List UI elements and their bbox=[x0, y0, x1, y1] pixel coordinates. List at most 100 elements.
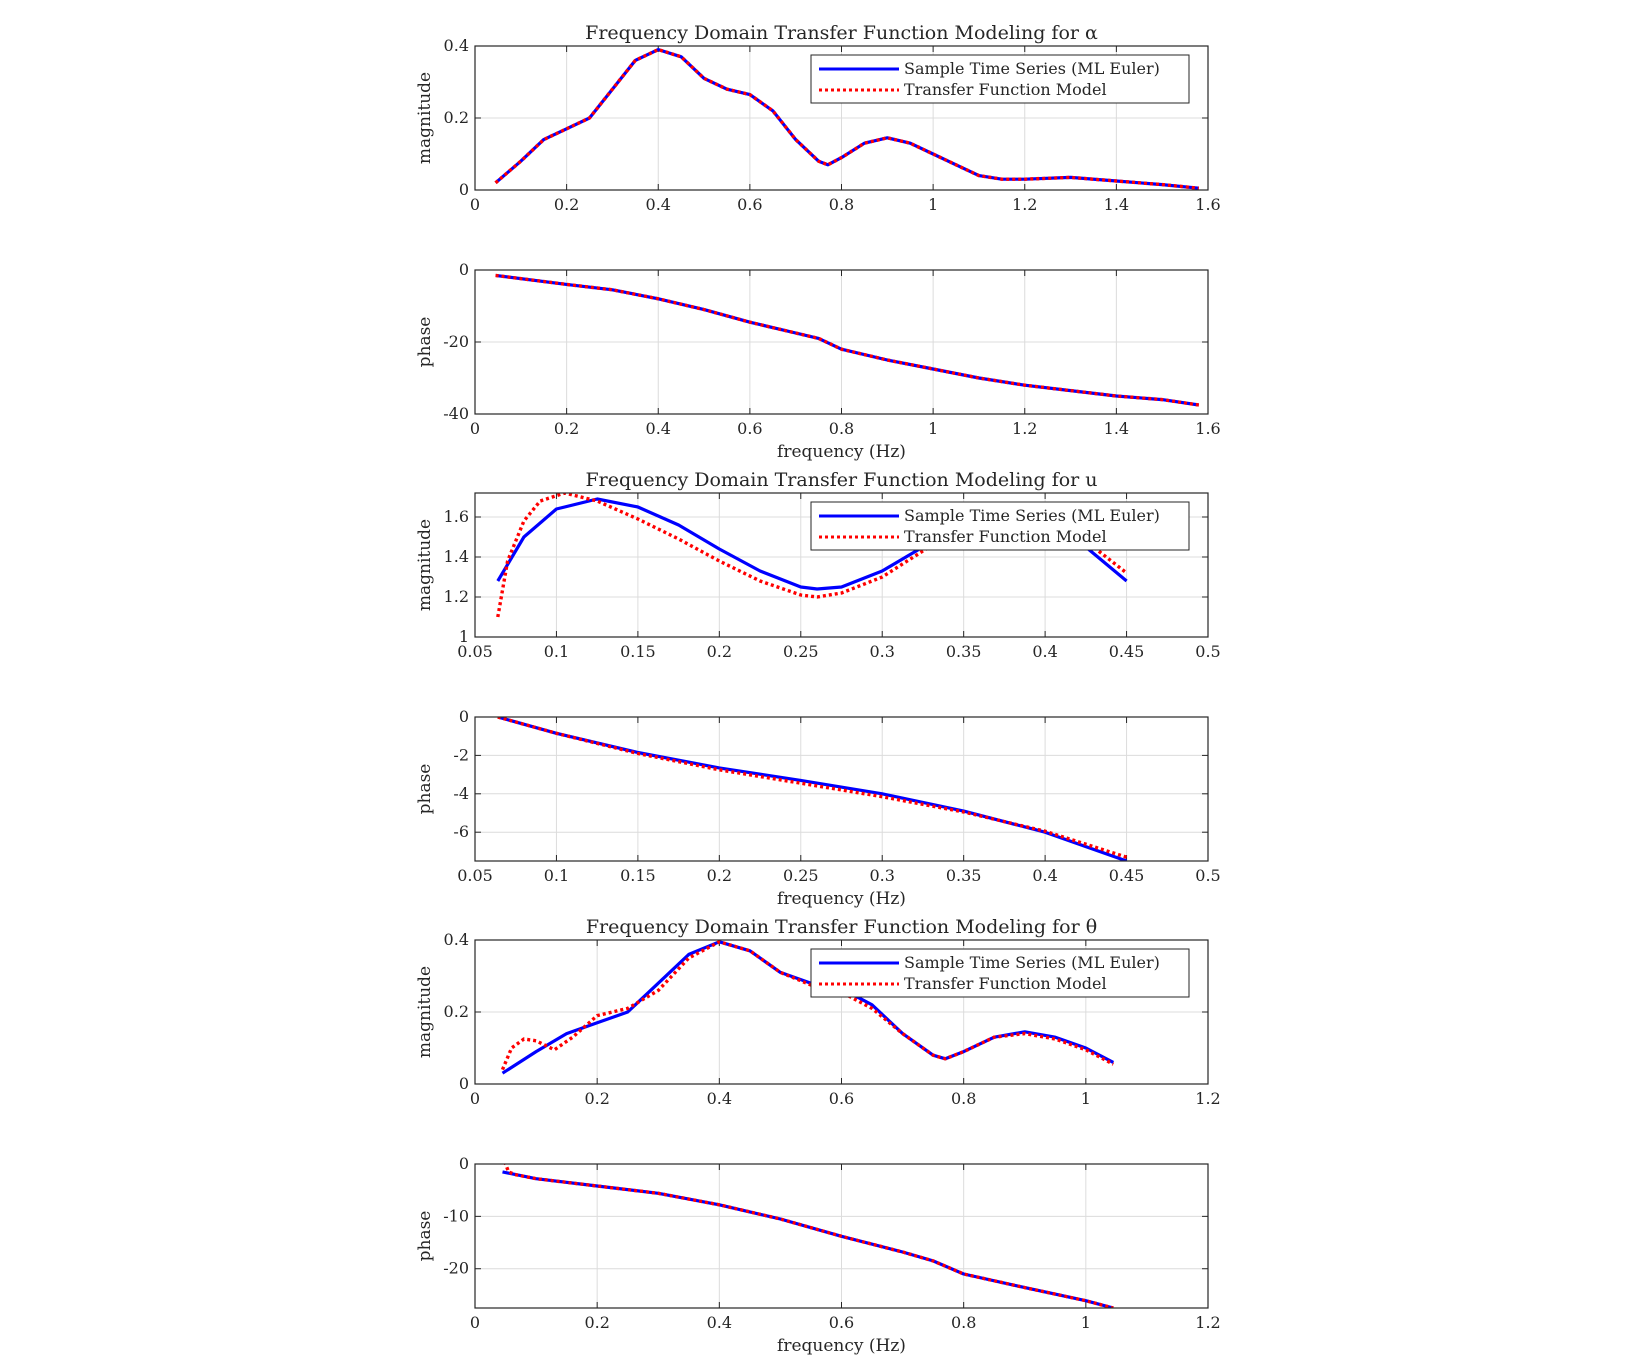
x-tick-label-0-2: 0.2 bbox=[707, 866, 732, 885]
y-tick-label-0-4: 0.4 bbox=[444, 930, 469, 949]
x-tick-label-0-1: 0.1 bbox=[544, 642, 569, 661]
x-tick-label-0-05: 0.05 bbox=[457, 866, 493, 885]
axes-frame bbox=[474, 716, 1209, 862]
x-tick-label-0-45: 0.45 bbox=[1109, 642, 1145, 661]
x-tick-label-0-8: 0.8 bbox=[829, 195, 854, 214]
x-tick-label-1: 1 bbox=[928, 195, 938, 214]
y-tick-label-0: 0 bbox=[459, 1154, 469, 1173]
x-tick-label-0-4: 0.4 bbox=[1032, 642, 1057, 661]
chart-title: Frequency Domain Transfer Function Model… bbox=[585, 22, 1098, 44]
x-tick-label-0-15: 0.15 bbox=[620, 642, 656, 661]
y-tick-label-0-2: 0.2 bbox=[444, 1002, 469, 1021]
x-tick-label-0-4: 0.4 bbox=[1032, 866, 1057, 885]
x-tick-label-0-5: 0.5 bbox=[1195, 642, 1220, 661]
chart-title: Frequency Domain Transfer Function Model… bbox=[586, 916, 1097, 938]
y-tick-label-0: 0 bbox=[459, 180, 469, 199]
x-tick-label-0-6: 0.6 bbox=[829, 1313, 854, 1332]
x-tick-label-0-15: 0.15 bbox=[620, 866, 656, 885]
subplot-4: 0.05 0.1 0.15 0.2 0.25 0.3 0.35 0.4 0.45 0.5 0 -2 -4… bbox=[415, 707, 1221, 909]
legend-entry-1: Sample Time Series (ML Euler) bbox=[904, 953, 1160, 972]
y-tick-label-0-2: 0.2 bbox=[444, 108, 469, 127]
x-tick-label-1-4: 1.4 bbox=[1104, 419, 1129, 438]
x-tick-label-0-8: 0.8 bbox=[951, 1089, 976, 1108]
x-tick-label-0-1: 0.1 bbox=[544, 866, 569, 885]
series-line-transfer-function-model bbox=[500, 940, 1115, 1071]
x-tick-label-1-4: 1.4 bbox=[1104, 195, 1129, 214]
x-tick-label-1: 1 bbox=[928, 419, 938, 438]
x-tick-label-0-25: 0.25 bbox=[783, 642, 819, 661]
legend-entry-1: Sample Time Series (ML Euler) bbox=[904, 59, 1160, 78]
y-tick-label-0: 0 bbox=[459, 707, 469, 726]
x-tick-label-0-6: 0.6 bbox=[737, 195, 762, 214]
y-axis-label: magnitude bbox=[415, 72, 435, 164]
series-line-transfer-function-model bbox=[494, 47, 1199, 190]
y-axis-label: phase bbox=[415, 317, 435, 368]
y-tick-label-1-4: 1.4 bbox=[444, 547, 469, 566]
series-line-transfer-function-model bbox=[495, 273, 1200, 407]
x-tick-label-1-2: 1.2 bbox=[1012, 195, 1037, 214]
y-tick-label-1-2: 1.2 bbox=[444, 587, 469, 606]
legend-box bbox=[810, 948, 1190, 998]
y-tick-label-0-4: 0.4 bbox=[444, 36, 469, 55]
x-tick-label-0: 0 bbox=[470, 195, 480, 214]
legend: Sample Time Series (ML Euler) Transfer Fu… bbox=[810, 948, 1190, 998]
y-tick-label-1-6: 1.6 bbox=[444, 507, 469, 526]
y-tick-label-6: -6 bbox=[453, 822, 469, 841]
axes-frame bbox=[474, 45, 1209, 191]
x-axis-label: frequency (Hz) bbox=[777, 1336, 906, 1356]
legend-entry-2: Transfer Function Model bbox=[904, 80, 1107, 99]
x-tick-label-0: 0 bbox=[470, 1313, 480, 1332]
legend-entry-2: Transfer Function Model bbox=[904, 527, 1107, 546]
subplot-6: 0 0.2 0.4 0.6 0.8 1 1.2 0 -10 -20 phase frequency (… bbox=[415, 1154, 1221, 1356]
x-tick-label-0-4: 0.4 bbox=[646, 195, 671, 214]
y-tick-label-0: 0 bbox=[459, 260, 469, 279]
x-tick-label-0-2: 0.2 bbox=[554, 195, 579, 214]
x-tick-label-0-45: 0.45 bbox=[1109, 866, 1145, 885]
y-tick-label-10: -10 bbox=[443, 1206, 469, 1225]
legend-box bbox=[810, 501, 1190, 551]
axes-frame bbox=[474, 939, 1209, 1085]
y-axis-label: magnitude bbox=[415, 966, 435, 1058]
x-tick-label-0-4: 0.4 bbox=[707, 1313, 732, 1332]
x-tick-label-0-4: 0.4 bbox=[646, 419, 671, 438]
legend-entry-1: Sample Time Series (ML Euler) bbox=[904, 506, 1160, 525]
x-tick-label-0-2: 0.2 bbox=[554, 419, 579, 438]
x-tick-label-0-3: 0.3 bbox=[869, 642, 894, 661]
x-tick-label-0-2: 0.2 bbox=[584, 1313, 609, 1332]
x-tick-label-1-6: 1.6 bbox=[1195, 195, 1220, 214]
subplot-5: 0 0.2 0.4 0.6 0.8 1 1.2 0 0.2 0.4 Frequency Domain… bbox=[415, 916, 1221, 1108]
subplot-2: 0 0.2 0.4 0.6 0.8 1 1.2 1.4 1.6 0 -20 -40 phase frequ… bbox=[415, 260, 1221, 462]
y-tick-label-20: -20 bbox=[443, 1259, 469, 1278]
x-axis-label: frequency (Hz) bbox=[777, 442, 906, 462]
axes-frame bbox=[474, 269, 1209, 415]
x-tick-label-1-2: 1.2 bbox=[1195, 1313, 1220, 1332]
x-tick-label-0-25: 0.25 bbox=[783, 866, 819, 885]
x-tick-label-0: 0 bbox=[470, 1089, 480, 1108]
legend-box bbox=[810, 54, 1190, 104]
series-line-transfer-function-model bbox=[503, 1164, 1114, 1308]
x-tick-label-1-2: 1.2 bbox=[1195, 1089, 1220, 1108]
x-tick-label-0-6: 0.6 bbox=[737, 419, 762, 438]
y-tick-label-20: -20 bbox=[443, 332, 469, 351]
y-tick-label-4: -4 bbox=[453, 784, 469, 803]
x-tick-label-1: 1 bbox=[1081, 1089, 1091, 1108]
x-tick-label-0-6: 0.6 bbox=[829, 1089, 854, 1108]
subplot-1: 0 0.2 0.4 0.6 0.8 1 1.2 1.4 1.6 0 0.2 0.4 Frequency … bbox=[415, 22, 1221, 214]
x-axis-label: frequency (Hz) bbox=[777, 889, 906, 909]
x-tick-label-1-6: 1.6 bbox=[1195, 419, 1220, 438]
legend: Sample Time Series (ML Euler) Transfer Fu… bbox=[810, 54, 1190, 104]
y-axis-label: phase bbox=[415, 764, 435, 815]
subplot-3: 0.05 0.1 0.15 0.2 0.25 0.3 0.35 0.4 0.45 0.5 1 1.2 1… bbox=[415, 469, 1221, 661]
chart-title: Frequency Domain Transfer Function Model… bbox=[585, 469, 1097, 491]
x-tick-label-0-2: 0.2 bbox=[707, 642, 732, 661]
x-tick-label-0-8: 0.8 bbox=[951, 1313, 976, 1332]
x-tick-label-0-35: 0.35 bbox=[946, 866, 982, 885]
x-tick-label-0-8: 0.8 bbox=[829, 419, 854, 438]
y-tick-label-40: -40 bbox=[443, 404, 469, 423]
x-tick-label-0-4: 0.4 bbox=[707, 1089, 732, 1108]
y-tick-label-2: -2 bbox=[453, 745, 469, 764]
plot-area bbox=[475, 717, 1208, 861]
y-tick-label-0: 0 bbox=[459, 1074, 469, 1093]
series-group bbox=[497, 717, 1128, 861]
